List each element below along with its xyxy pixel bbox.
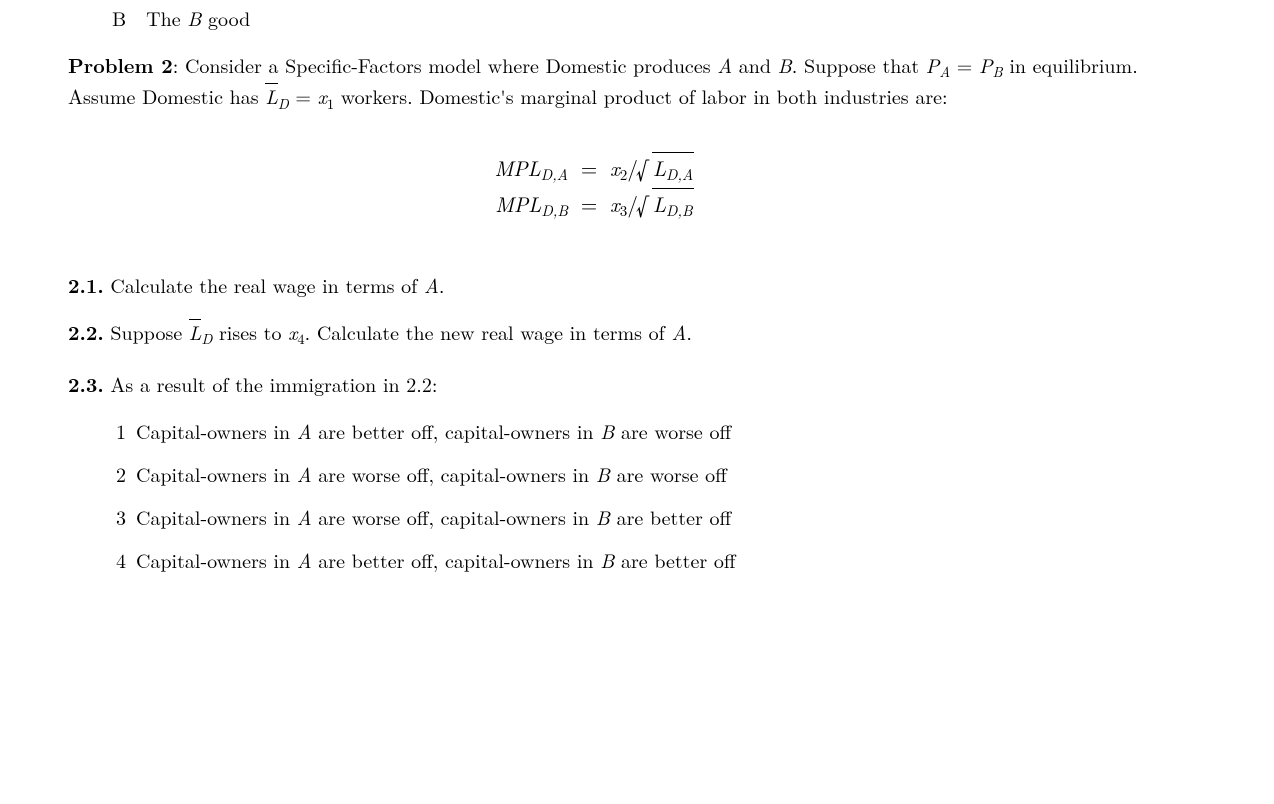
choice-1-b: B: [600, 416, 614, 445]
rad-a-l: L: [653, 153, 666, 183]
choice-3-mid: are worse off, capital-owners in: [312, 502, 596, 531]
eq1: =: [950, 50, 979, 79]
pa-sub: A: [939, 62, 950, 82]
lbar-sub: D: [278, 94, 289, 114]
eq-a: =: [575, 154, 603, 182]
x1-sub: 1: [327, 94, 334, 114]
mpl-b: MPL: [495, 189, 541, 219]
eq-b: =: [575, 190, 603, 218]
xa-sub: 2: [620, 164, 628, 185]
choice-4-a: A: [297, 545, 312, 574]
heading-b-text-pre: The: [146, 3, 187, 32]
problem-2-text1: : Consider a Specific-Factors model wher…: [173, 50, 718, 79]
choice-4-post: are better off: [614, 545, 735, 574]
choice-2-b: B: [596, 459, 610, 488]
q21-label: 2.1.: [68, 270, 104, 299]
and: and: [732, 50, 778, 79]
choice-1-a: A: [297, 416, 312, 445]
equation-block: MPLD,A = x2/LD,A MPLD,B = x3/LD,B: [68, 154, 1206, 221]
q23-label: 2.3.: [68, 369, 104, 398]
heading-b: B The B good: [112, 4, 1206, 31]
choice-3-a: A: [297, 502, 312, 531]
choice-1-pre: Capital-owners in: [136, 416, 297, 445]
xb: x: [610, 189, 620, 219]
choice-3-pre: Capital-owners in: [136, 502, 297, 531]
choice-3: 3 Capital-owners in A are worse off, capi…: [104, 503, 1206, 530]
question-2-3: 2.3. As a result of the immigration in 2…: [68, 370, 1206, 397]
choice-1-num: 1: [104, 417, 126, 444]
choice-4-pre: Capital-owners in: [136, 545, 297, 574]
sqrt-a: LD,A: [638, 154, 694, 186]
sqrt-b: LD,B: [638, 190, 694, 222]
equation-row-b: MPLD,B = x3/LD,B: [438, 190, 1206, 222]
choice-2: 2 Capital-owners in A are worse off, capi…: [104, 460, 1206, 487]
choice-3-b: B: [596, 502, 610, 531]
xa: x: [610, 153, 620, 183]
choice-2-a: A: [297, 459, 312, 488]
pa-p: P: [926, 50, 940, 79]
problem-2-label: Problem 2: [68, 50, 173, 79]
choice-2-post: are worse off: [610, 459, 727, 488]
rad-b-sub: D,B: [666, 200, 693, 221]
question-2-2: 2.2. Suppose LD rises to x4. Calculate t…: [68, 318, 1206, 349]
mpl-b-sub: D,B: [541, 200, 568, 221]
xb-sub: 3: [620, 200, 628, 221]
choice-4-num: 4: [104, 546, 126, 573]
choice-4-b: B: [600, 545, 614, 574]
choice-4: 4 Capital-owners in A are better off, cap…: [104, 546, 1206, 573]
heading-b-var: B: [187, 3, 201, 32]
pb-p: P: [979, 50, 993, 79]
lbar: L: [265, 82, 278, 109]
choice-4-mid: are better off, capital-owners in: [312, 545, 601, 574]
choices: 1 Capital-owners in A are better off, cap…: [104, 417, 1206, 573]
choice-3-num: 3: [104, 503, 126, 530]
q23-text: As a result of the immigration in 2.2:: [104, 369, 438, 398]
q21-a: A: [424, 270, 439, 299]
q22-lbar: L: [189, 318, 202, 345]
q22-period: .: [686, 317, 692, 346]
heading-b-text-post: good: [201, 3, 250, 32]
x1: x: [318, 81, 327, 110]
q22-lbar-sub: D: [201, 329, 212, 349]
problem-2-text2: . Suppose that: [792, 50, 926, 79]
choice-1-post: are worse off: [614, 416, 731, 445]
choice-2-mid: are worse off, capital-owners in: [312, 459, 596, 488]
q22-x4: x: [288, 317, 297, 346]
q22-text1: Suppose: [104, 317, 189, 346]
q22-a: A: [671, 317, 686, 346]
q22-text3: . Calculate the new real wage in terms o…: [305, 317, 672, 346]
choice-1-mid: are better off, capital-owners in: [312, 416, 601, 445]
problem-2: Problem 2: Consider a Specific-Factors m…: [68, 51, 1206, 114]
choice-3-post: are better off: [610, 502, 731, 531]
choice-2-num: 2: [104, 460, 126, 487]
q22-x4-sub: 4: [297, 329, 304, 349]
q21-text1: Calculate the real wage in terms of: [104, 270, 424, 299]
var-b: B: [778, 50, 792, 79]
page: B The B good Problem 2: Consider a Speci…: [0, 4, 1274, 573]
problem-2-text4: workers. Domestic's marginal product of …: [334, 81, 947, 110]
rad-b-l: L: [653, 189, 666, 219]
eq2: =: [289, 81, 318, 110]
var-a: A: [717, 50, 732, 79]
question-2-1: 2.1. Calculate the real wage in terms of…: [68, 271, 1206, 298]
q22-label: 2.2.: [68, 317, 104, 346]
pb-sub: B: [993, 62, 1003, 82]
equation-row-a: MPLD,A = x2/LD,A: [438, 154, 1206, 186]
mpl-a-sub: D,A: [541, 164, 568, 185]
choice-2-pre: Capital-owners in: [136, 459, 297, 488]
q22-text2: rises to: [212, 317, 288, 346]
q21-period: .: [439, 270, 445, 299]
heading-b-letter: B: [112, 3, 126, 32]
mpl-a: MPL: [494, 153, 540, 183]
choice-1: 1 Capital-owners in A are better off, cap…: [104, 417, 1206, 444]
rad-a-sub: D,A: [666, 164, 693, 185]
